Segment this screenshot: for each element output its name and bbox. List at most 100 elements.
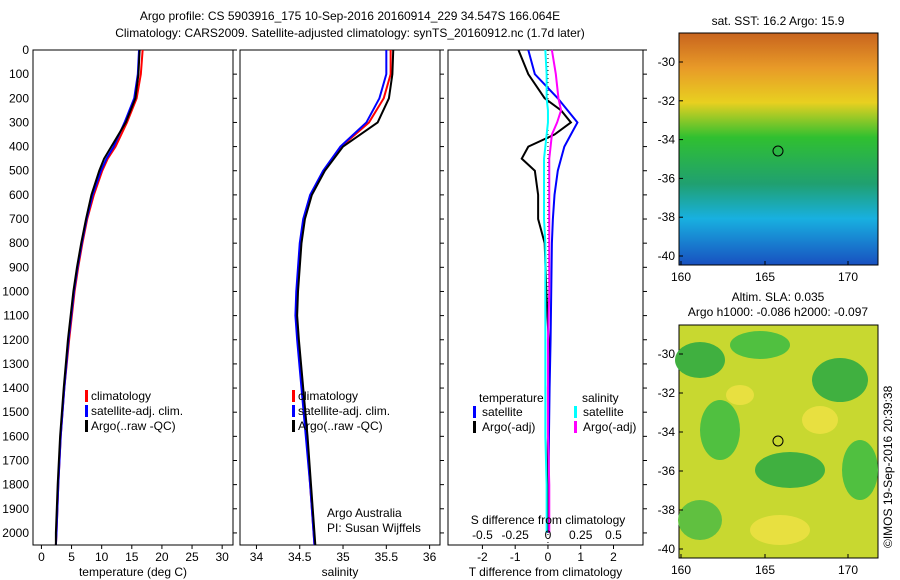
- x-axis-label: temperature (deg C): [79, 565, 187, 579]
- y-tick-label: 1000: [2, 284, 29, 298]
- map-y-tick-label: -32: [658, 94, 676, 108]
- map-y-tick-label: -30: [658, 55, 676, 69]
- x2-tick-label: 0: [545, 528, 552, 542]
- x-tick-label: 34: [250, 550, 264, 564]
- sla-map-pattern: [675, 331, 878, 545]
- legend-swatch: [292, 405, 295, 417]
- argo-location-marker-sla: [772, 435, 784, 447]
- x-tick-label: 30: [215, 550, 229, 564]
- salinity-panel: 34 34.5 35 35.5 36 salinity climatologysatelli…: [239, 49, 444, 579]
- legend-item: Argo(..raw -QC): [298, 419, 383, 433]
- difference-panel: -2 -1 0 1 2T difference from climatology temp…: [447, 49, 647, 579]
- legend-swatch: [292, 420, 295, 432]
- sla-region: [750, 515, 810, 545]
- map-y-tick-label: -34: [658, 133, 676, 147]
- title-line-1: Argo profile: CS 5903916_175 10-Sep-2016…: [140, 9, 560, 23]
- legend-swatch: [292, 390, 295, 402]
- sla-region: [812, 358, 868, 402]
- y-tick-label: 400: [9, 140, 29, 154]
- y-tick-label: 2000: [2, 526, 29, 540]
- x-tick-label: 15: [125, 550, 139, 564]
- legend-item: Argo(-adj): [482, 420, 535, 434]
- series-s-argo--adj-: [546, 49, 563, 533]
- x-tick-label: 20: [155, 550, 169, 564]
- y-tick-label: 700: [9, 212, 29, 226]
- x-tick-label: 10: [95, 550, 109, 564]
- map-y-tick-label: -34: [658, 425, 676, 439]
- series-satellite-adj--clim-: [294, 50, 388, 546]
- x-tick-label: 35: [336, 550, 350, 564]
- series-argo: [296, 49, 395, 546]
- legend-swatch: [574, 406, 577, 418]
- map-y-tick-label: -30: [658, 347, 676, 361]
- y-tick-label: 1100: [3, 309, 29, 323]
- argo-location-marker: [772, 145, 784, 157]
- sla-region: [700, 400, 740, 460]
- x2-tick-label: 0.5: [605, 528, 622, 542]
- map-x-tick-label: 170: [838, 270, 858, 284]
- y-tick-label: 1500: [2, 405, 29, 419]
- map-y-tick-label: -40: [658, 249, 676, 263]
- legend-swatch: [85, 390, 88, 402]
- legend-item: Argo(-adj): [583, 420, 636, 434]
- x-tick-label: 5: [68, 550, 75, 564]
- temperature-panel: 0 5 10 15 20 25 30 temperature (deg C) 0 100 200 30…: [2, 43, 237, 579]
- sst-map: [678, 32, 879, 266]
- y-tick-label: 800: [9, 236, 29, 250]
- y-tick-label: 1800: [2, 478, 29, 492]
- y-tick-label: 900: [9, 260, 29, 274]
- series-t-satellite: [527, 49, 579, 533]
- series-s-satellite: [543, 49, 549, 533]
- series-climatology: [54, 49, 144, 546]
- map-y-tick-label: -32: [658, 386, 676, 400]
- sla-region: [678, 500, 722, 540]
- x-tick-label: 25: [185, 550, 199, 564]
- annotation-line-1: Argo Australia: [327, 506, 402, 520]
- legend-item: satellite-adj. clim.: [91, 404, 183, 418]
- y-tick-label: 100: [9, 67, 29, 81]
- x-axis-label: T difference from climatology: [469, 565, 623, 579]
- x2-axis-label: S difference from climatology: [471, 513, 626, 527]
- x2-tick-label: -0.25: [502, 528, 530, 542]
- legend-swatch: [85, 420, 88, 432]
- legend-swatch: [574, 421, 577, 433]
- sla-region: [726, 385, 754, 405]
- x-tick-label: 34.5: [288, 550, 312, 564]
- credit: ©IMOS 19-Sep-2016 20:39:38: [881, 385, 895, 548]
- series-argo: [54, 49, 141, 545]
- sst-map-title: sat. SST: 16.2 Argo: 15.9: [712, 14, 845, 28]
- map-x-tick-label: 165: [755, 563, 775, 577]
- legend-item: climatology: [91, 389, 151, 403]
- salinity-axes: [239, 49, 441, 546]
- map-x-tick-label: 160: [671, 270, 691, 284]
- map-y-tick-label: -36: [658, 171, 676, 185]
- legend-title-temperature: temperature: [479, 391, 544, 405]
- legend-item: satellite: [482, 405, 523, 419]
- map-x-tick-label: 170: [838, 563, 858, 577]
- x2-tick-label: 0.25: [569, 528, 593, 542]
- y-tick-label: 600: [9, 188, 29, 202]
- y-tick-label: 1900: [2, 502, 29, 516]
- annotation-line-2: PI: Susan Wijffels: [327, 521, 421, 535]
- map-y-tick-label: -38: [658, 210, 676, 224]
- legend-item: Argo(..raw -QC): [91, 419, 176, 433]
- y-tick-label: 0: [22, 43, 29, 57]
- legend-item: climatology: [298, 389, 358, 403]
- legend-swatch: [473, 406, 476, 418]
- map-x-tick-label: 160: [671, 563, 691, 577]
- map-x-tick-label: 165: [755, 270, 775, 284]
- map-y-tick-label: -40: [658, 542, 676, 556]
- sla-map-subtitle: Argo h1000: -0.086 h2000: -0.097: [688, 305, 868, 319]
- x2-tick-label: -0.5: [472, 528, 493, 542]
- y-tick-label: 1400: [2, 381, 29, 395]
- x-tick-label: -1: [510, 550, 521, 564]
- y-tick-label: 1700: [2, 453, 29, 467]
- sla-region: [802, 406, 838, 434]
- map-y-tick-label: -38: [658, 503, 676, 517]
- x-tick-label: 35.5: [375, 550, 399, 564]
- y-tick-label: 1200: [2, 333, 29, 347]
- sla-region: [842, 440, 878, 500]
- sla-map-title: Altim. SLA: 0.035: [732, 290, 825, 304]
- sla-region: [675, 342, 725, 378]
